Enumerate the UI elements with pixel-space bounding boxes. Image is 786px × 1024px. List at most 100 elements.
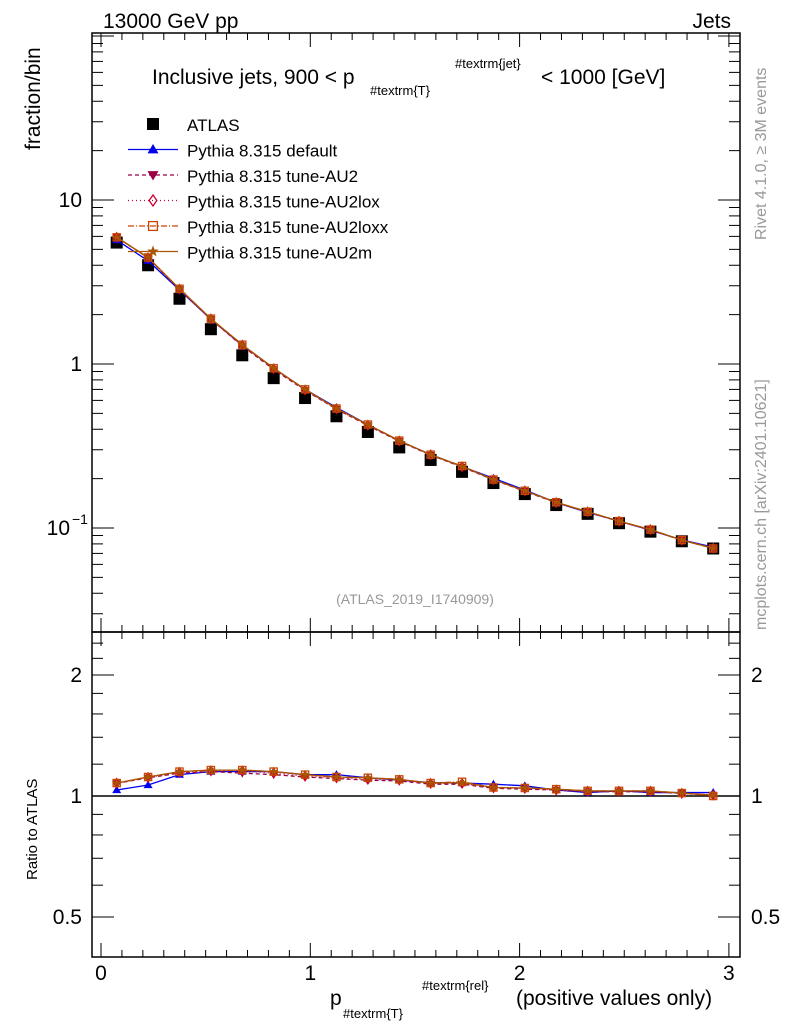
series-point-tune-au2m-ratio — [112, 778, 122, 788]
series-point-tune-au2m-main — [331, 403, 342, 413]
series-line-tune-au2m-ratio — [116, 769, 714, 796]
series-point-tune-au2m-ratio — [394, 774, 404, 784]
mcplots-label: mcplots.cern.ch [arXiv:2401.10621] — [753, 379, 770, 630]
series-point-tune-au2m-ratio — [614, 785, 624, 795]
series-point-tune-au2m-main — [677, 535, 687, 545]
legend-label-default: Pythia 8.315 default — [187, 142, 338, 161]
header-right: Jets — [692, 10, 731, 33]
atlas-data-point — [361, 425, 374, 438]
series-point-tune-au2m-main — [551, 497, 561, 507]
x-tick-label: 0 — [95, 962, 107, 985]
series-point-tune-au2m-ratio — [269, 766, 279, 776]
y-tick-label-exponent: −1 — [72, 511, 88, 527]
series-point-tune-au2m-ratio — [520, 783, 530, 792]
legend-marker-atlas — [147, 118, 159, 130]
legend-label-atlas: ATLAS — [187, 116, 240, 135]
series-point-tune-au2m-ratio — [708, 790, 718, 800]
series-point-tune-au2m-main — [237, 339, 247, 349]
series-point-default-ratio — [143, 780, 153, 789]
y-tick-label: 1 — [70, 353, 82, 376]
series-point-tune-au2m-ratio — [425, 778, 436, 788]
ratio-y-axis-label: Ratio to ATLAS — [24, 779, 41, 880]
series-line-tune-au2loxx-ratio — [116, 769, 714, 797]
legend-marker-tune-au2m — [147, 245, 159, 257]
series-point-tune-au2m-main — [394, 435, 404, 445]
series-point-tune-au2m-ratio — [143, 772, 153, 781]
series-point-tune-au2m-ratio — [582, 785, 593, 795]
y-tick-label: 10 — [47, 517, 70, 540]
atlas-data-point — [330, 410, 343, 423]
legend-marker-tune-au2loxx — [147, 220, 159, 232]
y-axis-label: fraction/bin — [22, 47, 45, 150]
ratio-tick-label: 0.5 — [53, 906, 82, 929]
legend-marker-tune-au2 — [147, 171, 159, 181]
legend-label-tune-au2lox: Pythia 8.315 tune-AU2lox — [187, 193, 380, 212]
series-point-default-ratio — [112, 785, 122, 794]
legend-marker-default — [147, 144, 159, 154]
ratio-tick-label-right: 1 — [751, 785, 763, 808]
x-axis-title: p #textrm{T} #textrm{rel} (positive valu… — [330, 978, 712, 1021]
series-point-tune-au2m-ratio — [174, 766, 185, 776]
series-point-tune-au2m-main — [582, 506, 593, 516]
series-point-tune-au2m-main — [425, 449, 436, 459]
series-line-tune-au2loxx-main — [116, 236, 714, 550]
series-point-tune-au2m-ratio — [206, 765, 216, 775]
series-line-tune-au2-ratio — [116, 770, 714, 796]
series-point-tune-au2m-ratio — [331, 772, 342, 781]
xlabel-main: p — [330, 987, 342, 1010]
atlas-data-point — [173, 292, 186, 305]
x-tick-label: 1 — [304, 962, 316, 985]
legend-label-tune-au2: Pythia 8.315 tune-AU2 — [187, 167, 358, 186]
series-point-tune-au2m-ratio — [488, 782, 499, 792]
atlas-data-point — [236, 349, 249, 362]
series-point-tune-au2m-ratio — [645, 785, 656, 795]
series-point-tune-au2m-main — [614, 516, 624, 526]
title-sub: #textrm{T} — [370, 83, 431, 98]
series-point-tune-au2m-main — [269, 363, 279, 373]
atlas-data-point — [204, 323, 217, 336]
series-point-tune-au2m-main — [645, 524, 656, 534]
xlabel-tail: (positive values only) — [516, 987, 712, 1010]
ratio-tick-label-right: 0.5 — [751, 906, 780, 929]
series-line-tune-au2-main — [116, 236, 714, 549]
x-tick-label: 2 — [514, 962, 526, 985]
atlas-data-point — [299, 392, 312, 405]
series-point-tune-au2m-ratio — [457, 777, 467, 787]
series-point-tune-au2m-main — [520, 485, 530, 495]
series-point-tune-au2m-main — [143, 252, 153, 262]
analysis-label: (ATLAS_2019_I1740909) — [336, 591, 494, 607]
series-point-tune-au2m-main — [206, 313, 216, 323]
series-point-tune-au2m-main — [300, 384, 310, 394]
xlabel-sub: #textrm{T} — [343, 1006, 404, 1021]
title-tail: < 1000 [GeV] — [541, 66, 665, 89]
title-main: Inclusive jets, 900 < p — [152, 66, 355, 89]
legend-label-tune-au2m: Pythia 8.315 tune-AU2m — [187, 244, 372, 263]
series-line-tune-au2m-main — [116, 236, 714, 549]
header-left: 13000 GeV pp — [103, 10, 238, 33]
series-point-tune-au2m-main — [112, 232, 122, 242]
series-line-default-ratio — [116, 770, 714, 794]
series-point-tune-au2m-ratio — [677, 788, 687, 798]
series-point-tune-au2m-ratio — [300, 769, 310, 779]
series-point-tune-au2m-main — [174, 283, 185, 293]
series-point-tune-au2m-ratio — [237, 765, 247, 775]
ratio-panel-frame — [91, 631, 741, 958]
series-point-tune-au2m-ratio — [551, 784, 561, 794]
ratio-tick-label: 2 — [70, 664, 82, 687]
ratio-tick-label-right: 2 — [751, 664, 763, 687]
series-point-tune-au2m-main — [488, 474, 499, 484]
ratio-tick-label: 1 — [70, 785, 82, 808]
data-marks — [110, 231, 720, 801]
legend: ATLAS Pythia 8.315 default Pythia 8.315 tu… — [128, 116, 389, 263]
atlas-data-point — [267, 372, 280, 385]
title-sup: #textrm{jet} — [455, 56, 521, 71]
legend-label-tune-au2loxx: Pythia 8.315 tune-AU2loxx — [187, 218, 389, 237]
series-line-default-main — [116, 239, 714, 548]
series-point-tune-au2m-main — [457, 461, 467, 471]
series-line-tune-au2lox-main — [116, 236, 714, 549]
series-point-tune-au2m-main — [363, 419, 373, 429]
chart-title: Inclusive jets, 900 < p #textrm{T} #text… — [152, 56, 665, 98]
y-tick-label: 10 — [59, 189, 82, 212]
